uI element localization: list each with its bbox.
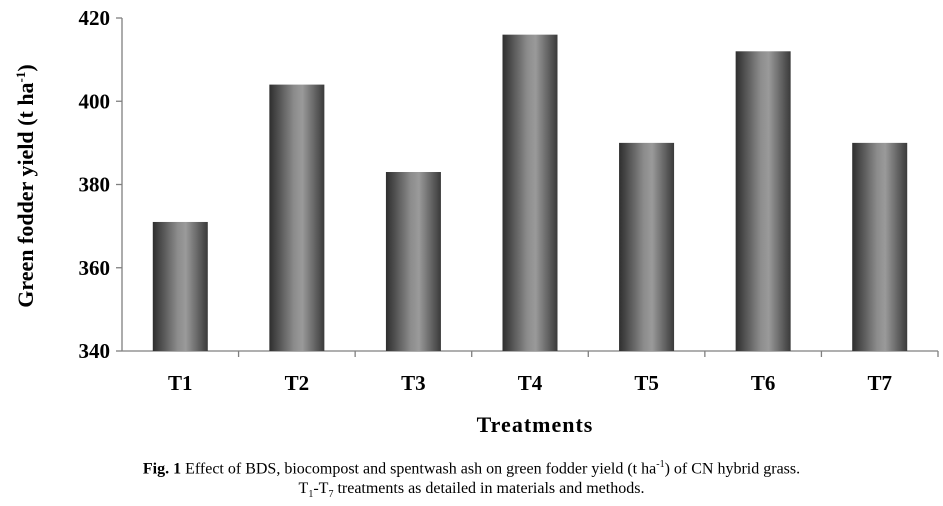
figure-caption: Fig. 1 Effect of BDS, biocompost and spe… xyxy=(0,455,943,506)
caption-superscript: -1 xyxy=(656,459,665,470)
x-tick-label-T1: T1 xyxy=(168,371,193,395)
y-axis-title-superscript: -1 xyxy=(13,72,28,83)
y-tick-label-360: 360 xyxy=(79,256,111,280)
y-tick-label-380: 380 xyxy=(79,173,111,197)
caption-text-rest: treatments as detailed in materials and … xyxy=(333,480,645,498)
bar-T6 xyxy=(735,51,791,352)
bar-T3 xyxy=(385,172,441,351)
caption-text-b: ) of CN hybrid grass. xyxy=(664,460,801,478)
caption-text-a: Effect of BDS, biocompost and spentwash … xyxy=(181,460,657,478)
x-tick-label-T6: T6 xyxy=(751,371,776,395)
caption-subscript-1: 1 xyxy=(308,489,314,501)
bar-chart: 340 360 380 400 420 T1 T2 T3 T4 T5 T6 T7 Green fodd… xyxy=(13,6,939,437)
bar-T7 xyxy=(852,142,908,351)
caption-line-2: T1-T7 treatments as detailed in material… xyxy=(0,479,943,505)
bar-T5 xyxy=(619,142,675,351)
figure-label: Fig. 1 xyxy=(142,460,182,478)
bar-T2 xyxy=(269,84,325,351)
y-tick-label-420: 420 xyxy=(79,6,111,30)
plot-area: 340 360 380 400 420 T1 T2 T3 T4 T5 T6 T7 xyxy=(79,6,939,395)
caption-subscript-7: 7 xyxy=(328,489,334,501)
x-tick-label-T2: T2 xyxy=(285,371,310,395)
caption-line-1: Fig. 1 Effect of BDS, biocompost and spe… xyxy=(0,455,943,479)
caption-t: T xyxy=(298,480,309,498)
x-tick-label-T7: T7 xyxy=(867,371,892,395)
x-tick-label-T3: T3 xyxy=(401,371,426,395)
y-axis-title: Green fodder yield (t ha-1) xyxy=(13,64,38,307)
bar-T4 xyxy=(502,34,558,352)
y-tick-label-340: 340 xyxy=(79,339,111,363)
x-tick-label-T4: T4 xyxy=(518,371,543,395)
y-tick-label-400: 400 xyxy=(79,89,111,113)
caption-dash-t: -T xyxy=(313,480,329,498)
bar-T1 xyxy=(152,221,208,351)
x-tick-label-T5: T5 xyxy=(634,371,659,395)
x-axis-title: Treatments xyxy=(477,412,594,437)
